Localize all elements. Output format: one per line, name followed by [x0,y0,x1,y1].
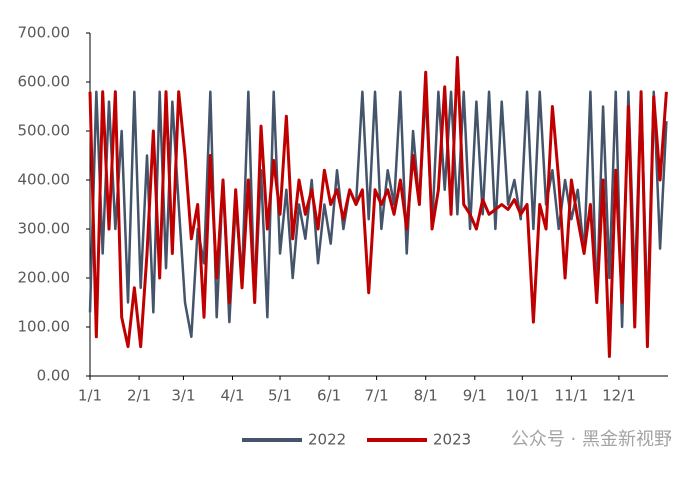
legend-label: 2022 [308,431,346,449]
y-tick-label: 600.00 [18,73,71,91]
x-tick-label: 7/1 [365,387,389,405]
x-tick-label: 8/1 [414,387,438,405]
x-tick-label: 10/1 [505,387,539,405]
x-tick-label: 2/1 [127,387,151,405]
legend-label: 2023 [433,431,471,449]
y-tick-label: 0.00 [37,367,70,385]
x-tick-label: 3/1 [171,387,195,405]
y-tick-label: 300.00 [18,220,71,238]
y-tick-label: 700.00 [18,24,71,42]
x-tick-label: 11/1 [555,387,589,405]
x-tick-label: 1/1 [78,387,102,405]
watermark: 公众号 · 黑金新视野 [511,429,672,450]
y-tick-label: 100.00 [18,318,71,336]
y-tick-label: 500.00 [18,122,71,140]
y-tick-label: 400.00 [18,171,71,189]
y-tick-label: 200.00 [18,269,71,287]
x-tick-label: 5/1 [268,387,292,405]
x-tick-label: 12/1 [602,387,636,405]
x-tick-label: 6/1 [317,387,341,405]
series-line [88,56,668,358]
x-tick-label: 4/1 [220,387,244,405]
x-tick-label: 9/1 [463,387,487,405]
